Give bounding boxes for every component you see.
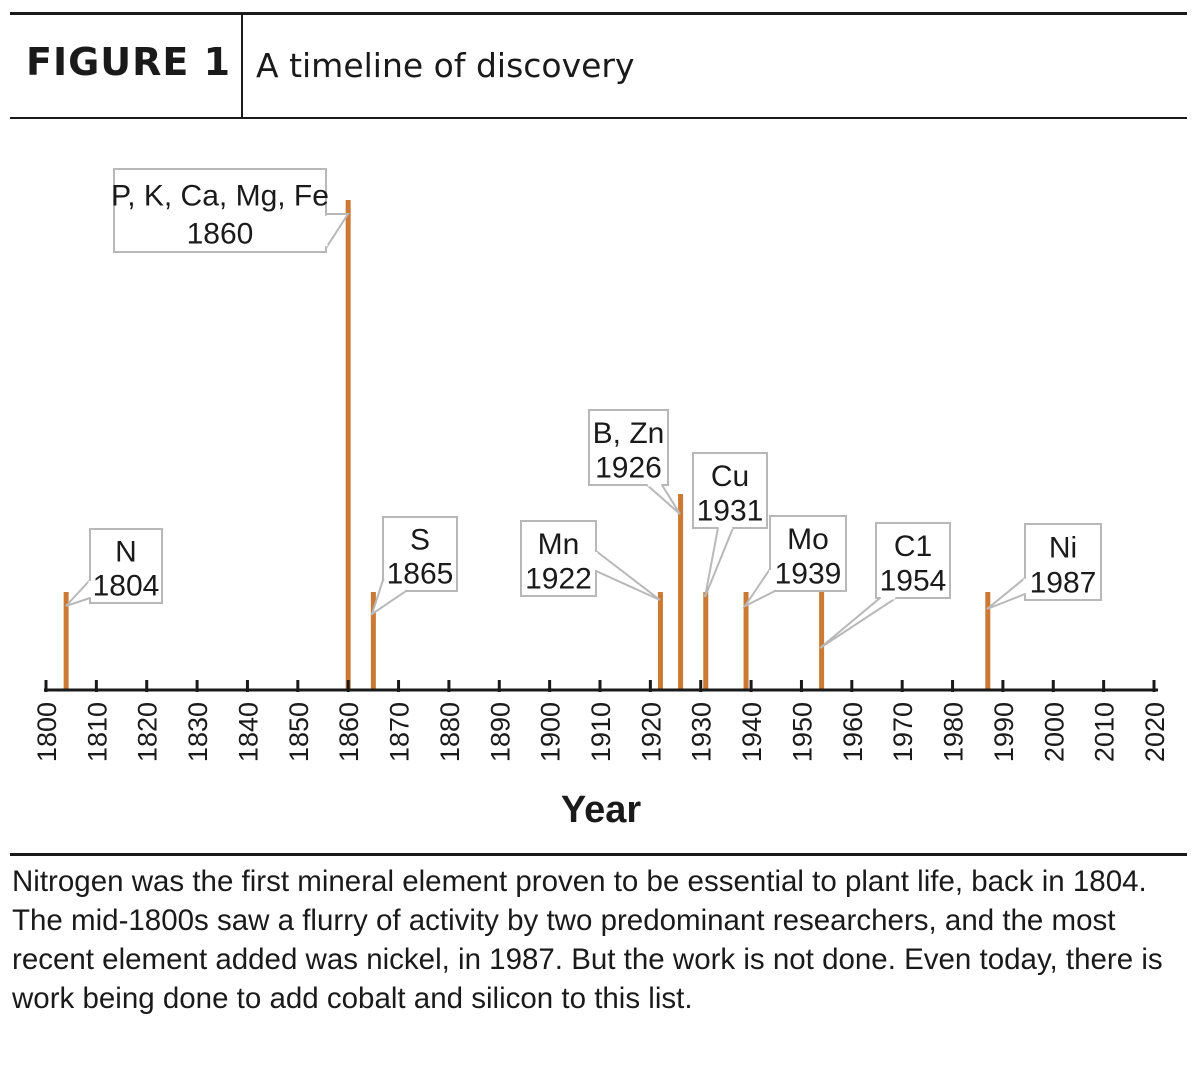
x-tick-label: 1910: [586, 702, 616, 762]
x-tick-label: 1860: [334, 702, 364, 762]
bar-1939: [743, 592, 749, 690]
x-tick-label: 1960: [838, 702, 868, 762]
callout-box: [588, 409, 669, 486]
bar-1865: [370, 592, 376, 690]
callout-box: [113, 168, 327, 253]
x-tick-label: 1980: [939, 702, 969, 762]
x-tick-label: 1900: [536, 702, 566, 762]
callout-box: [1024, 523, 1102, 601]
bar-1860: [345, 200, 351, 690]
bar-1926: [678, 494, 684, 690]
x-tick-label: 1870: [385, 702, 415, 762]
x-tick-label: 1830: [183, 702, 213, 762]
callout-pointer: [595, 548, 661, 601]
figure-label: FIGURE 1: [26, 40, 232, 84]
callout-pointer: [704, 527, 735, 598]
bars-group: [63, 200, 991, 690]
callout-elements: Mn: [538, 528, 580, 561]
header-divider: [241, 14, 243, 117]
x-tick-label: 1890: [485, 702, 515, 762]
callout-year: 1931: [697, 495, 764, 528]
bar-1804: [63, 592, 69, 690]
x-tick-label: 1970: [888, 702, 918, 762]
x-tick-label: 2000: [1039, 702, 1069, 762]
figure-header: FIGURE 1 A timeline of discovery: [10, 14, 1187, 117]
callout-elements: B, Zn: [593, 417, 665, 450]
figure-caption: Nitrogen was the first mineral element p…: [12, 865, 1163, 1015]
callout-pointer: [644, 484, 681, 515]
x-axis-title: Year: [561, 789, 642, 831]
x-tick-label: 1800: [32, 702, 62, 762]
callout-elements: Mo: [787, 523, 829, 556]
header-bottom-rule: [10, 117, 1187, 119]
x-tick-label: 1850: [284, 702, 314, 762]
callout-box: [692, 452, 768, 529]
callout-box: [382, 516, 458, 592]
callout-pointer: [986, 575, 1026, 610]
callout-elements: S: [410, 524, 430, 557]
callout-seam: [383, 579, 406, 592]
callout-elements: Ni: [1049, 531, 1077, 564]
callout-box: [875, 522, 951, 599]
x-tick-label: 1930: [687, 702, 717, 762]
callout-year: 1954: [880, 565, 947, 598]
figure-title: A timeline of discovery: [256, 46, 635, 85]
x-tick-label: 2010: [1090, 702, 1120, 762]
callout-pointer: [819, 597, 900, 649]
x-tick-label: 1810: [82, 702, 112, 762]
bar-1931: [703, 592, 709, 690]
callout-elements: P, K, Ca, Mg, Fe: [111, 180, 329, 213]
top-rule: [10, 12, 1187, 15]
callout-seam: [768, 569, 777, 591]
x-tick-label: 2020: [1140, 702, 1170, 762]
bar-1987: [985, 592, 991, 690]
x-tick-label: 1820: [133, 702, 163, 762]
callout-elements: C1: [894, 530, 932, 563]
x-axis-ticks: 1800 1810 1820 1830 1840 1850 1860 1870 1880 1890…: [32, 680, 1170, 762]
x-tick-label: 1840: [233, 702, 263, 762]
callout-year: 1860: [187, 218, 254, 251]
x-tick-label: 1990: [989, 702, 1019, 762]
callout-1860: P, K, Ca, Mg, Fe 1860: [111, 168, 350, 253]
callout-year: 1926: [595, 452, 662, 485]
callout-year: 1922: [525, 563, 592, 596]
x-tick-label: 1950: [787, 702, 817, 762]
callout-year: 1939: [775, 558, 842, 591]
callout-pointer: [65, 577, 91, 607]
callout-box: [769, 515, 847, 592]
x-tick-label: 1920: [636, 702, 666, 762]
caption-rule: [10, 853, 1187, 856]
callout-elements: N: [115, 536, 137, 569]
callout-year: 1804: [93, 570, 160, 603]
callout-year: 1987: [1030, 566, 1097, 599]
x-tick-label: 1940: [737, 702, 767, 762]
bar-1922: [657, 592, 663, 690]
callout-box: [89, 528, 163, 604]
callout-year: 1865: [387, 558, 454, 591]
bar-1954: [819, 592, 825, 690]
callout-elements: Cu: [711, 460, 749, 493]
x-tick-label: 1880: [435, 702, 465, 762]
callout-pointer: [325, 213, 350, 252]
